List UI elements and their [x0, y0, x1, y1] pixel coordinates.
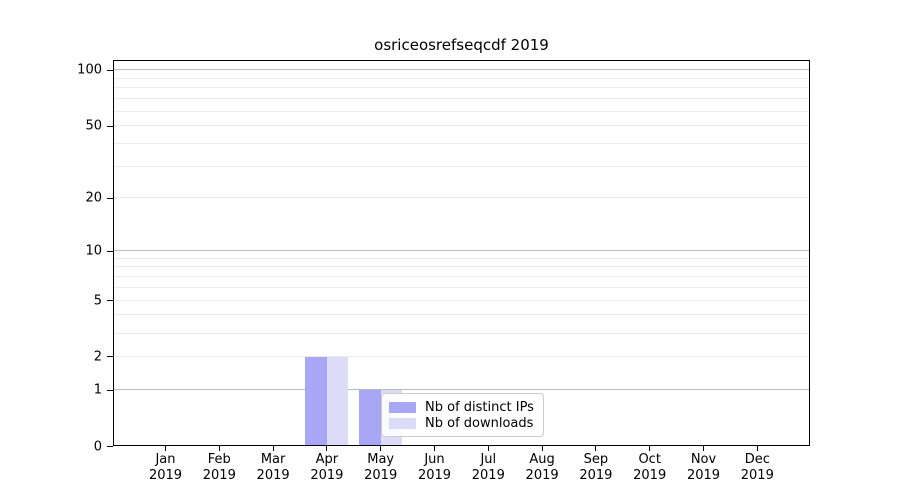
- x-axis-tick: [272, 446, 274, 451]
- y-gridline-minor: [113, 87, 810, 89]
- x-axis-label: Jul 2019: [471, 452, 505, 484]
- y-gridline-major: [113, 250, 810, 252]
- x-axis-label: Dec 2019: [740, 452, 774, 484]
- y-gridline-minor: [113, 125, 810, 127]
- x-axis-tick: [703, 446, 704, 451]
- y-gridline-minor: [113, 332, 810, 334]
- y-gridline-minor: [113, 77, 810, 79]
- plot-area: [113, 60, 810, 446]
- y-gridline-major: [113, 389, 810, 391]
- chart-title: osriceosrefseqcdf 2019: [374, 36, 549, 54]
- y-axis-tick: [107, 250, 113, 252]
- legend-label: Nb of distinct IPs: [425, 399, 534, 415]
- x-axis-label: Feb 2019: [202, 452, 236, 484]
- legend-item: Nb of downloads: [389, 415, 534, 431]
- y-axis-label: 100: [77, 62, 102, 78]
- y-axis-label: 20: [85, 190, 102, 206]
- y-gridline-minor: [113, 286, 810, 288]
- x-axis-tick: [541, 446, 543, 451]
- y-axis-label: 0: [93, 439, 102, 454]
- y-gridline-minor: [113, 266, 810, 268]
- y-axis-label: 2: [93, 349, 102, 365]
- x-axis-tick: [487, 446, 489, 451]
- x-axis-tick: [756, 446, 758, 451]
- x-axis-tick: [595, 446, 597, 451]
- x-axis-label: Jan 2019: [148, 452, 183, 484]
- y-gridline-minor: [113, 165, 810, 167]
- x-axis-tick: [649, 446, 651, 451]
- x-axis-label: Aug 2019: [525, 452, 559, 484]
- x-axis-tick: [434, 446, 435, 451]
- bar-distinct-ips: [305, 356, 327, 446]
- x-axis-label: May 2019: [364, 452, 398, 484]
- y-gridline-minor: [113, 276, 810, 278]
- x-axis-tick: [380, 446, 382, 451]
- y-gridline-minor: [113, 257, 810, 259]
- y-gridline-minor: [113, 142, 810, 144]
- y-axis-label: 5: [93, 293, 102, 309]
- legend-label: Nb of downloads: [425, 415, 534, 431]
- y-axis-tick: [107, 69, 113, 71]
- legend-swatch-downloads: [389, 417, 416, 429]
- y-axis-label: 1: [93, 382, 102, 398]
- x-axis-tick: [165, 446, 166, 451]
- y-gridline-minor: [113, 314, 810, 316]
- bar-downloads: [326, 356, 349, 446]
- legend-item: Nb of distinct IPs: [389, 399, 534, 415]
- x-axis-label: Sep 2019: [579, 452, 613, 484]
- y-axis-tick: [107, 197, 113, 199]
- bar-distinct-ips: [359, 389, 381, 446]
- y-axis-tick: [107, 300, 113, 302]
- y-gridline-minor: [113, 299, 810, 301]
- legend-swatch-distinct-ips: [389, 401, 416, 413]
- y-gridline-minor: [113, 197, 810, 199]
- x-axis-label: Jun 2019: [417, 452, 452, 484]
- x-axis-tick: [326, 446, 328, 451]
- y-axis-tick: [107, 125, 113, 127]
- y-gridline-major: [113, 69, 810, 71]
- y-axis-label: 50: [85, 118, 102, 134]
- y-axis-label: 10: [85, 243, 102, 259]
- x-axis-label: Mar 2019: [256, 452, 290, 484]
- y-gridline-minor: [113, 98, 810, 100]
- y-gridline-minor: [113, 110, 810, 112]
- x-axis-label: Apr 2019: [310, 452, 344, 484]
- x-axis-label: Nov 2019: [686, 452, 721, 484]
- legend: Nb of distinct IPs Nb of downloads: [381, 393, 544, 437]
- x-axis-tick: [218, 446, 220, 451]
- y-axis-tick: [107, 356, 113, 358]
- y-axis-tick: [107, 389, 113, 391]
- x-axis-label: Oct 2019: [633, 452, 667, 484]
- y-axis-tick: [107, 446, 113, 447]
- y-gridline-minor: [113, 355, 810, 357]
